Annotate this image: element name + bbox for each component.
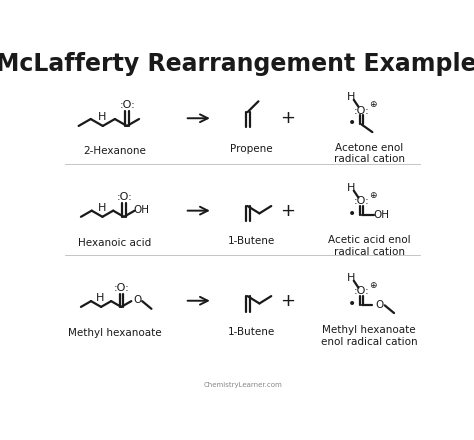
Text: +: + [281,292,295,310]
Text: H: H [346,273,355,282]
Text: H: H [98,202,106,213]
Text: Methyl hexanoate
enol radical cation: Methyl hexanoate enol radical cation [321,325,418,347]
Text: :O:: :O: [354,106,369,116]
Text: OH: OH [374,210,390,220]
Text: :O:: :O: [117,192,133,202]
Text: Methyl hexanoate: Methyl hexanoate [68,328,162,338]
Text: Hexanoic acid: Hexanoic acid [78,238,152,248]
Text: H: H [98,112,106,122]
Text: •: • [348,116,356,130]
Text: 2-Hexanone: 2-Hexanone [83,146,146,156]
Text: 1-Butene: 1-Butene [228,236,275,246]
Text: ⊕: ⊕ [369,100,377,109]
Text: H: H [346,183,355,193]
Text: :O:: :O: [114,282,130,293]
Text: :O:: :O: [354,196,369,206]
Text: :O:: :O: [354,286,369,297]
Text: :O:: :O: [120,100,136,110]
Text: Acetic acid enol
radical cation: Acetic acid enol radical cation [328,235,410,257]
Text: O: O [375,301,383,310]
Text: Acetone enol
radical cation: Acetone enol radical cation [334,143,405,165]
Text: 1-Butene: 1-Butene [228,326,275,337]
Text: +: + [281,202,295,220]
Text: H: H [346,92,355,102]
Text: •: • [348,207,356,221]
Text: •: • [348,297,356,311]
Text: ⊕: ⊕ [369,281,377,290]
Text: O: O [133,295,142,305]
Text: H: H [96,293,104,303]
Text: McLafferty Rearrangement Examples: McLafferty Rearrangement Examples [0,51,474,76]
Text: ChemistryLearner.com: ChemistryLearner.com [203,382,283,389]
Text: Propene: Propene [230,144,273,154]
Text: ⊕: ⊕ [369,191,377,200]
Text: +: + [281,109,295,127]
Text: OH: OH [134,205,150,215]
